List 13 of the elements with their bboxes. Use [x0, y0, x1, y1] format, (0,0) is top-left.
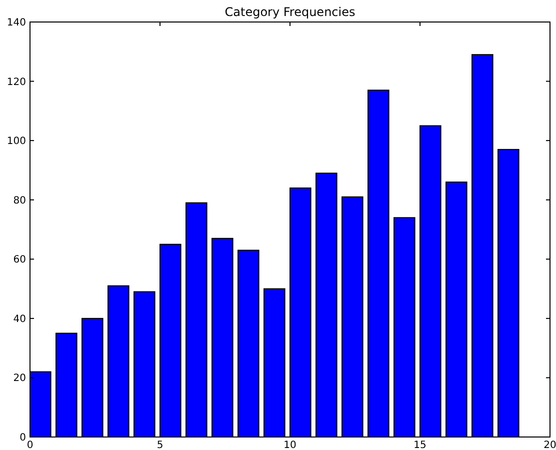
y-tick-label: 20	[13, 373, 26, 384]
y-tick-label: 60	[13, 254, 26, 266]
x-tick-label: 5	[156, 440, 164, 450]
x-tick-label: 10	[284, 440, 296, 450]
y-tick-label: 40	[13, 314, 26, 325]
chart-title: Category Frequencies	[224, 5, 356, 19]
y-tick-label: 80	[13, 195, 26, 206]
y-tick-label: 120	[6, 76, 26, 88]
y-tick-label: 140	[6, 18, 26, 28]
x-tick-label: 15	[414, 440, 426, 450]
x-tick-label: 20	[544, 440, 556, 450]
x-tick-label: 0	[26, 440, 34, 450]
y-tick-label: 100	[6, 136, 26, 148]
